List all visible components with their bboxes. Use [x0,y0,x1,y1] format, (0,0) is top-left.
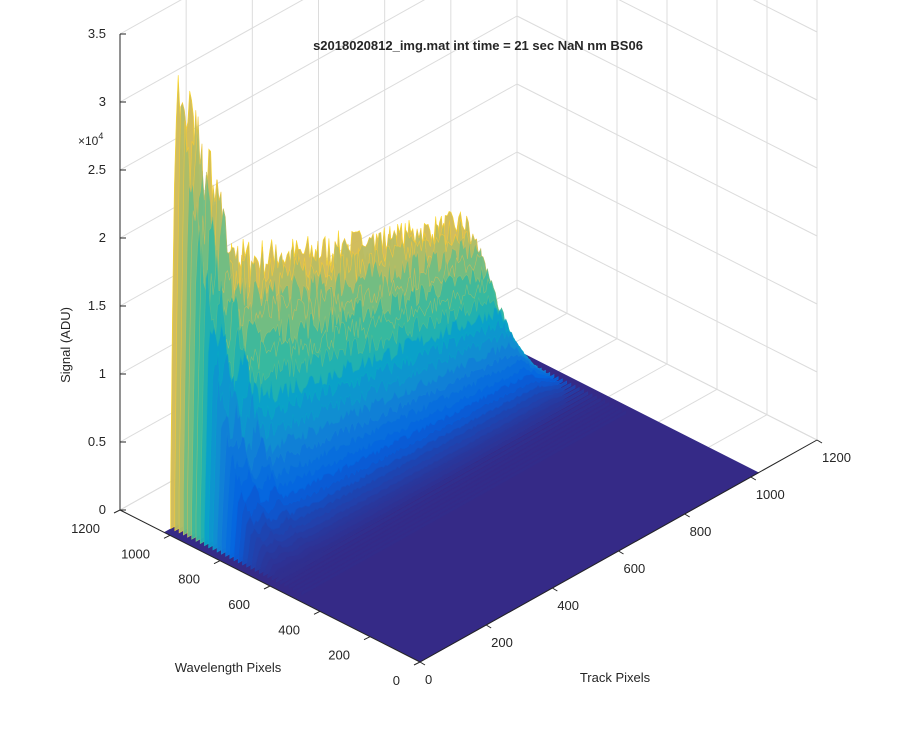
x-axis-label: Track Pixels [580,670,651,685]
grid-line [618,0,818,101]
x-tick-mark [485,624,492,629]
y-tick-label: 400 [278,622,300,637]
z-multiplier-label: ×104 [78,131,103,148]
z-tick-label: 0 [99,502,106,517]
surface-mesh [164,75,760,663]
axis-ticks: 0200400600800100012000200400600800100012… [71,26,851,688]
x-tick-mark [552,587,558,592]
y-tick-mark [263,585,271,590]
y-tick-label: 200 [328,648,350,663]
x-tick-label: 1000 [756,487,785,502]
x-tick-label: 800 [690,524,712,539]
y-tick-mark [363,636,371,641]
y-tick-mark [413,661,421,666]
y-tick-mark [163,534,171,539]
y-tick-label: 1200 [71,521,100,536]
z-tick-label: 1.5 [88,298,106,313]
x-tick-label: 400 [557,598,579,613]
x-tick-mark [618,550,624,555]
x-tick-label: 200 [491,635,513,650]
x-tick-mark [750,476,757,481]
surface-ridge [297,408,622,594]
grid-line [752,0,818,33]
surface-ridge [271,395,597,581]
z-axis-label: Signal (ADU) [58,307,73,383]
x-tick-mark [684,513,690,518]
z-tick-label: 3.5 [88,26,106,41]
y-tick-mark [113,509,121,514]
grid-line [516,219,818,373]
y-tick-label: 0 [393,673,400,688]
z-tick-label: 2.5 [88,162,106,177]
surface-ridge [275,397,601,583]
y-tick-mark [313,610,321,615]
x-tick-mark [816,439,823,444]
z-tick-label: 3 [99,94,106,109]
surface-ridge [292,406,618,592]
y-tick-label: 800 [178,572,200,587]
surface-ridge [280,399,606,585]
y-tick-label: 1000 [121,546,150,561]
surface-ridge [267,393,593,579]
x-tick-label: 0 [425,672,432,687]
z-tick-label: 0.5 [88,434,106,449]
y-tick-label: 600 [228,597,250,612]
chart-title: s2018020812_img.mat int time = 21 sec Na… [313,38,643,53]
grid-line [516,15,818,169]
grid-line [119,0,304,103]
y-axis-label: Wavelength Pixels [175,660,282,675]
z-tick-label: 2 [99,230,106,245]
z-tick-label: 1 [99,366,106,381]
surface-ridge [301,410,627,596]
grid-line [516,151,818,305]
grid-line [516,287,818,441]
surface-ridge [284,401,610,587]
x-tick-mark [419,661,426,666]
x-tick-label: 600 [624,561,646,576]
y-tick-mark [213,560,221,565]
x-tick-label: 1200 [822,450,851,465]
surface-ridge [288,403,614,590]
grid-line [516,83,818,237]
